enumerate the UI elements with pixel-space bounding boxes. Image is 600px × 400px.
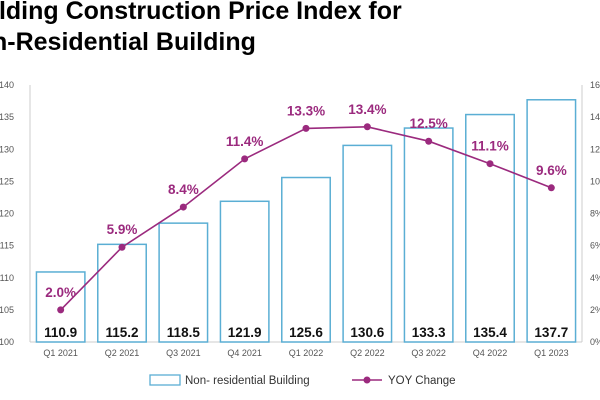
x-tick-label: Q3 2022 (411, 348, 446, 358)
y2-tick-label: 6% (590, 241, 600, 251)
x-tick-label: Q2 2022 (350, 348, 385, 358)
bar (97, 243, 147, 343)
yoy-value-label: 11.4% (226, 134, 264, 149)
y-tick-label: 125 (0, 176, 14, 186)
y-tick-label: 110 (0, 273, 14, 283)
bar-value-label: 121.9 (228, 325, 262, 340)
legend-bar-label: Non- residential Building (185, 375, 310, 387)
yoy-value-label: 8.4% (168, 182, 199, 197)
yoy-value-label: 2.0% (45, 285, 76, 300)
yoy-point (425, 137, 433, 145)
chart-title-line1: ilding Construction Price Index for (0, 0, 402, 25)
yoy-point (241, 155, 249, 163)
yoy-point (302, 124, 310, 132)
chart-title-line2: n-Residential Building (0, 28, 256, 56)
y2-tick-label: 10% (590, 176, 600, 186)
x-tick-label: Q1 2021 (43, 348, 78, 358)
yoy-point (486, 160, 494, 168)
yoy-value-label: 13.4% (348, 102, 386, 117)
y2-tick-label: 12% (590, 144, 600, 154)
yoy-point (547, 184, 555, 192)
y2-tick-label: 2% (590, 305, 600, 315)
y-tick-label: 105 (0, 305, 14, 315)
y2-tick-label: 14% (590, 112, 600, 122)
x-tick-label: Q1 2022 (289, 348, 324, 358)
bar-value-label: 115.2 (105, 325, 138, 340)
y2-tick-label: 4% (590, 273, 600, 283)
yoy-point (363, 123, 371, 131)
bar-value-label: 130.6 (350, 325, 384, 340)
y2-tick-label: 8% (590, 209, 600, 219)
y-tick-label: 120 (0, 209, 14, 219)
yoy-value-label: 12.5% (410, 116, 448, 131)
bar (35, 271, 86, 343)
x-tick-label: Q3 2021 (166, 348, 201, 358)
bar (465, 113, 515, 343)
bar-value-label: 118.5 (167, 325, 201, 340)
bar (342, 144, 393, 343)
y-tick-label: 115 (0, 241, 14, 251)
bar (526, 99, 577, 343)
y-tick-label: 135 (0, 112, 14, 122)
x-tick-label: Q4 2022 (473, 348, 508, 358)
bar-value-label: 125.6 (289, 325, 323, 340)
yoy-point (179, 203, 187, 211)
x-tick-label: Q2 2021 (105, 348, 140, 358)
bar-value-label: 137.7 (534, 325, 568, 340)
bar (403, 127, 454, 343)
bar-value-label: 110.9 (44, 325, 77, 340)
y-tick-label: 140 (0, 80, 14, 90)
y-tick-label: 100 (0, 337, 14, 347)
legend-bar-swatch (149, 374, 181, 386)
yoy-value-label: 11.1% (471, 139, 509, 154)
yoy-point (118, 243, 126, 251)
x-tick-label: Q4 2021 (227, 348, 262, 358)
legend-line-label: YOY Change (388, 375, 456, 387)
bar-value-label: 133.3 (412, 325, 446, 340)
yoy-value-label: 5.9% (107, 222, 138, 237)
bar (158, 222, 209, 343)
yoy-value-label: 9.6% (536, 163, 567, 178)
bar-value-label: 135.4 (473, 325, 507, 340)
bar (281, 176, 331, 343)
y-tick-label: 130 (0, 144, 14, 154)
y2-tick-label: 0% (590, 337, 600, 347)
bar (219, 200, 270, 343)
yoy-value-label: 13.3% (287, 103, 325, 118)
legend-line-marker (363, 376, 371, 384)
yoy-point (57, 306, 65, 314)
y2-tick-label: 16% (590, 80, 600, 90)
x-tick-label: Q1 2023 (534, 348, 569, 358)
chart-title: ilding Construction Price Index for n-Re… (0, 0, 402, 58)
